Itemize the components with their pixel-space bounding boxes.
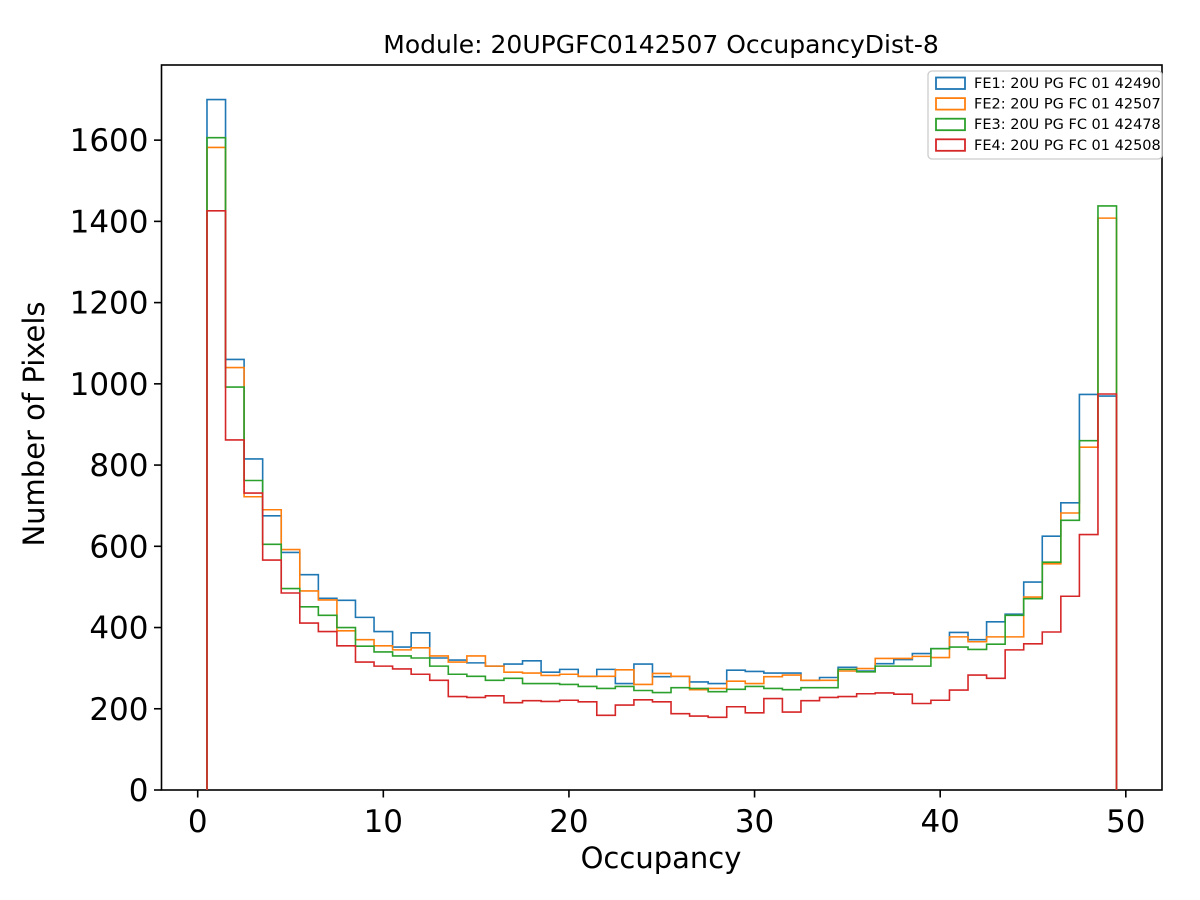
plot-frame: [160, 64, 1163, 791]
legend-swatch-2: [935, 97, 966, 111]
histogram-series: [206, 98, 1118, 790]
y-tick-label: 400: [89, 611, 148, 647]
axis-ticks: 0 10 20 30 40 50 0 200 400 600 800 1000 1200 1400 1600: [70, 123, 1146, 840]
legend-label-4: FE4: 20U PG FC 01 42508: [974, 138, 1161, 154]
legend-frame: [927, 70, 1163, 160]
legend-label-1: FE1: 20U PG FC 01 42490: [974, 76, 1161, 92]
y-tick-label: 0: [129, 773, 149, 809]
series-4-step: [206, 210, 1118, 790]
y-tick-label: 1000: [70, 367, 149, 403]
x-axis-label: Occupancy: [581, 841, 742, 875]
x-tick-label: 0: [188, 804, 208, 840]
y-tick-label: 1400: [70, 204, 149, 240]
y-tick-label: 200: [89, 692, 148, 728]
legend-label-2: FE2: 20U PG FC 01 42507: [974, 97, 1161, 113]
x-tick-label: 20: [549, 804, 588, 840]
legend-swatch-1: [935, 76, 966, 90]
legend-swatch-4: [935, 138, 966, 152]
series-2-step: [206, 146, 1118, 790]
x-tick-label: 40: [920, 804, 959, 840]
x-tick-label: 10: [364, 804, 403, 840]
y-tick-label: 1200: [70, 286, 149, 322]
legend-label-3: FE3: 20U PG FC 01 42478: [974, 117, 1161, 133]
chart-title: Module: 20UPGFC0142507 OccupancyDist-8: [383, 30, 939, 59]
y-axis-label: Number of Pixels: [17, 301, 51, 546]
legend-swatch-3: [935, 117, 966, 132]
series-1-step: [206, 98, 1118, 790]
legend: FE1: 20U PG FC 01 42490 FE2: 20U PG FC 01…: [927, 70, 1163, 160]
y-tick-label: 800: [89, 448, 148, 484]
x-tick-label: 50: [1106, 804, 1145, 840]
y-tick-label: 1600: [70, 123, 149, 159]
series-3-step: [206, 136, 1118, 790]
y-tick-label: 600: [89, 529, 148, 565]
x-tick-label: 30: [735, 804, 774, 840]
